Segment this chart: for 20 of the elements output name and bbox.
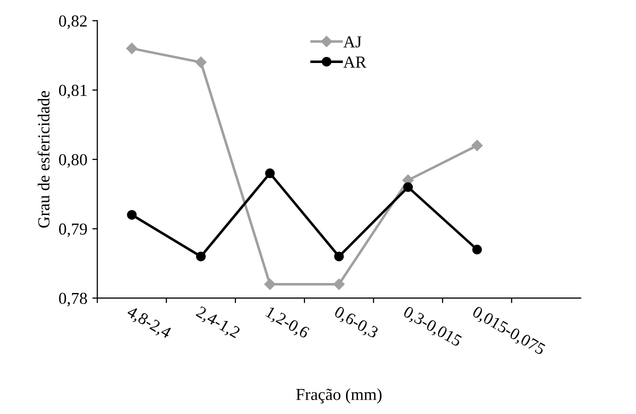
y-tick-label: 0,79 [59, 223, 87, 238]
point [195, 56, 206, 68]
point [196, 252, 206, 262]
point [471, 140, 483, 152]
y-axis-title: Grau de esfericidade [38, 91, 50, 228]
point [403, 182, 413, 192]
point [334, 252, 344, 262]
point [264, 278, 276, 290]
point [333, 278, 345, 290]
point [126, 42, 138, 54]
y-tick-label: 0,81 [59, 84, 87, 98]
point [126, 210, 137, 220]
legend-label: AJ [343, 36, 362, 48]
x-axis-title: Fração (mm) [296, 388, 382, 404]
point [472, 244, 482, 254]
y-tick-label: 0,82 [59, 15, 87, 30]
y-tick-label: 0,80 [59, 154, 87, 168]
point [265, 168, 275, 178]
legend-label: AR [343, 56, 366, 68]
y-tick-label: 0,78 [59, 292, 87, 306]
